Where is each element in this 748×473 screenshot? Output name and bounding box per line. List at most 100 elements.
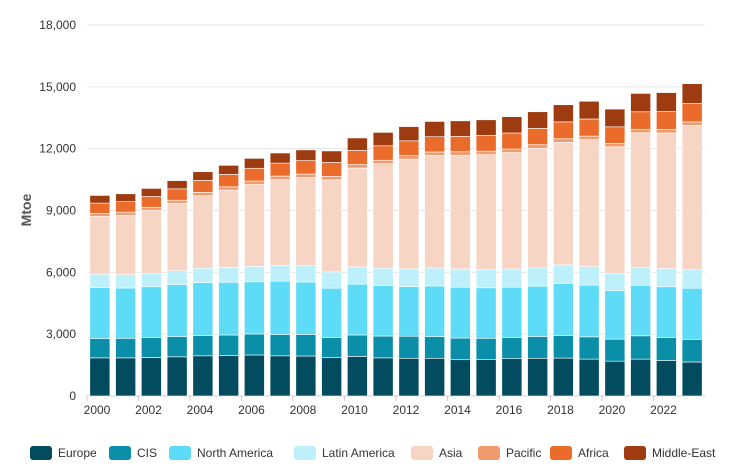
bar-segment-europe-2001 bbox=[115, 357, 136, 397]
legend-label: Africa bbox=[578, 446, 609, 460]
bar-segment-latin-america-2008 bbox=[295, 265, 317, 283]
bar-segment-latin-america-2022 bbox=[656, 268, 677, 288]
bar-segment-pacific-2018 bbox=[553, 138, 574, 143]
bar-segment-latin-america-2004 bbox=[192, 267, 214, 283]
bar-segment-middle-east-2002 bbox=[141, 188, 162, 197]
bar-segment-pacific-2013 bbox=[424, 151, 445, 156]
bar-segment-cis-2010 bbox=[347, 334, 368, 357]
bar-segment-latin-america-2018 bbox=[553, 264, 574, 284]
bar-segment-cis-2023 bbox=[681, 339, 703, 363]
bar-segment-middle-east-2015 bbox=[475, 119, 497, 136]
bar-segment-asia-2013 bbox=[424, 155, 445, 269]
bar-segment-asia-2003 bbox=[166, 202, 188, 271]
bar-segment-asia-2007 bbox=[269, 179, 291, 266]
bar-segment-asia-2001 bbox=[115, 214, 136, 275]
bar-segment-cis-2019 bbox=[578, 336, 600, 360]
bar-segment-europe-2018 bbox=[553, 357, 574, 397]
bar-segment-asia-2017 bbox=[527, 147, 548, 269]
legend-item-north-america[interactable]: North America bbox=[169, 443, 273, 463]
bar-segment-middle-east-2012 bbox=[398, 126, 420, 142]
legend-item-middle-east[interactable]: Middle-East bbox=[624, 443, 715, 463]
bar-segment-cis-2003 bbox=[166, 336, 188, 358]
bar-segment-cis-2012 bbox=[398, 335, 420, 359]
bar-segment-pacific-2020 bbox=[604, 143, 626, 148]
bar-segment-asia-2011 bbox=[372, 163, 394, 269]
bar-segment-africa-2008 bbox=[295, 160, 317, 175]
legend-swatch bbox=[294, 446, 316, 460]
bar-segment-latin-america-2013 bbox=[424, 267, 445, 287]
bar-segment-latin-america-2012 bbox=[398, 268, 420, 287]
bar-segment-asia-2014 bbox=[450, 154, 471, 270]
bar-segment-africa-2003 bbox=[166, 188, 188, 201]
legend-swatch bbox=[411, 446, 433, 460]
y-tick-label: 9,000 bbox=[46, 204, 76, 218]
bar-segment-africa-2021 bbox=[630, 111, 651, 130]
legend-swatch bbox=[624, 446, 646, 460]
bar-segment-cis-2005 bbox=[218, 334, 239, 356]
bar-segment-middle-east-2018 bbox=[553, 104, 574, 123]
bar-segment-middle-east-2001 bbox=[115, 193, 136, 202]
legend-item-cis[interactable]: CIS bbox=[109, 443, 157, 463]
bar-segment-europe-2017 bbox=[527, 357, 548, 397]
x-tick-label: 2000 bbox=[84, 403, 111, 417]
bar-segment-africa-2007 bbox=[269, 162, 291, 177]
legend-item-pacific[interactable]: Pacific bbox=[478, 443, 541, 463]
bar-segment-asia-2002 bbox=[141, 210, 162, 274]
bar-segment-middle-east-2009 bbox=[321, 150, 342, 163]
bars bbox=[89, 83, 703, 397]
bar-segment-latin-america-2023 bbox=[681, 269, 703, 289]
bar-segment-africa-2006 bbox=[244, 167, 265, 182]
bar-segment-cis-2000 bbox=[89, 338, 111, 359]
y-tick-label: 12,000 bbox=[39, 142, 76, 156]
bar-segment-pacific-2002 bbox=[141, 207, 162, 211]
bar-segment-middle-east-2021 bbox=[630, 93, 651, 113]
bar-segment-asia-2023 bbox=[681, 125, 703, 270]
bar-segment-africa-2010 bbox=[347, 150, 368, 165]
bar-segment-cis-2020 bbox=[604, 338, 626, 362]
bar-segment-latin-america-2021 bbox=[630, 266, 651, 286]
bar-segment-middle-east-2022 bbox=[656, 92, 677, 112]
x-tick-label: 2004 bbox=[187, 403, 214, 417]
bar-segment-africa-2016 bbox=[501, 132, 523, 150]
x-tick-label: 2010 bbox=[341, 403, 368, 417]
bar-segment-cis-2011 bbox=[372, 335, 394, 359]
bar-segment-pacific-2022 bbox=[656, 129, 677, 134]
bar-segment-north-america-2014 bbox=[450, 286, 471, 339]
bar-segment-africa-2015 bbox=[475, 135, 497, 152]
bar-segment-europe-2014 bbox=[450, 359, 471, 397]
bar-segment-africa-2011 bbox=[372, 145, 394, 161]
bar-segment-europe-2010 bbox=[347, 356, 368, 397]
legend-item-latin-america[interactable]: Latin America bbox=[294, 443, 395, 463]
legend-item-europe[interactable]: Europe bbox=[30, 443, 97, 463]
bar-segment-europe-2007 bbox=[269, 355, 291, 397]
bar-segment-europe-2021 bbox=[630, 358, 651, 397]
bar-segment-pacific-2023 bbox=[681, 121, 703, 126]
bar-segment-middle-east-2004 bbox=[192, 171, 214, 181]
grid-lines bbox=[87, 24, 705, 397]
bar-segment-middle-east-2013 bbox=[424, 121, 445, 138]
bar-segment-middle-east-2007 bbox=[269, 152, 291, 164]
bar-segment-middle-east-2019 bbox=[578, 100, 600, 120]
bar-segment-asia-2020 bbox=[604, 146, 626, 274]
bar-segment-africa-2005 bbox=[218, 174, 239, 188]
bar-segment-latin-america-2010 bbox=[347, 266, 368, 285]
bar-segment-europe-2009 bbox=[321, 357, 342, 397]
bar-segment-north-america-2008 bbox=[295, 281, 317, 335]
bar-segment-north-america-2012 bbox=[398, 286, 420, 337]
bar-segment-cis-2007 bbox=[269, 334, 291, 357]
bar-segment-europe-2006 bbox=[244, 354, 265, 397]
legend-item-africa[interactable]: Africa bbox=[550, 443, 609, 463]
bar-segment-cis-2013 bbox=[424, 336, 445, 359]
bar-segment-pacific-2019 bbox=[578, 135, 600, 140]
bar-segment-cis-2014 bbox=[450, 337, 471, 361]
y-axis: 0 3,000 6,000 9,000 12,000 15,000 18,000 bbox=[39, 18, 76, 403]
legend-swatch bbox=[30, 446, 52, 460]
bar-segment-europe-2015 bbox=[475, 359, 497, 397]
legend-item-asia[interactable]: Asia bbox=[411, 443, 462, 463]
x-tick-label: 2016 bbox=[496, 403, 523, 417]
bar-segment-asia-2022 bbox=[656, 132, 677, 269]
bar-segment-latin-america-2009 bbox=[321, 271, 342, 289]
legend-swatch bbox=[109, 446, 131, 460]
bar-segment-cis-2016 bbox=[501, 337, 523, 359]
bar-segment-asia-2015 bbox=[475, 154, 497, 270]
